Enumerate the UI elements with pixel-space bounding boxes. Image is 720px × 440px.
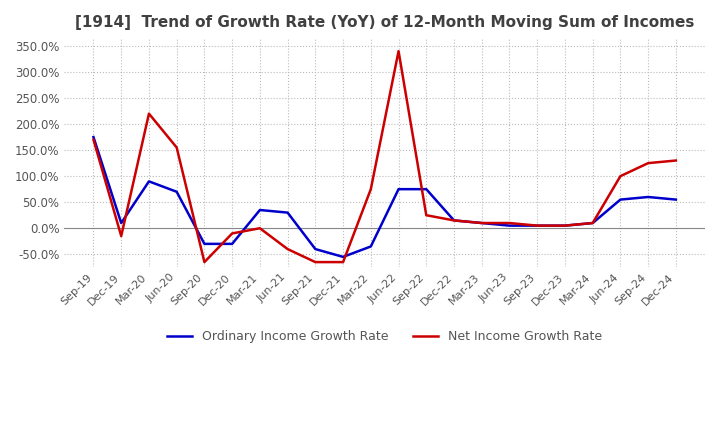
Ordinary Income Growth Rate xyxy=(339,254,348,260)
Ordinary Income Growth Rate xyxy=(616,197,625,202)
Net Income Growth Rate xyxy=(505,220,514,226)
Ordinary Income Growth Rate xyxy=(283,210,292,215)
Net Income Growth Rate xyxy=(533,223,541,228)
Ordinary Income Growth Rate xyxy=(477,220,486,226)
Ordinary Income Growth Rate xyxy=(533,223,541,228)
Ordinary Income Growth Rate xyxy=(561,223,570,228)
Ordinary Income Growth Rate xyxy=(172,189,181,194)
Net Income Growth Rate xyxy=(200,260,209,265)
Ordinary Income Growth Rate xyxy=(422,187,431,192)
Ordinary Income Growth Rate xyxy=(644,194,652,200)
Ordinary Income Growth Rate xyxy=(395,187,403,192)
Net Income Growth Rate xyxy=(117,233,125,238)
Ordinary Income Growth Rate xyxy=(450,218,459,223)
Net Income Growth Rate xyxy=(588,220,597,226)
Net Income Growth Rate xyxy=(89,137,98,142)
Net Income Growth Rate xyxy=(561,223,570,228)
Net Income Growth Rate xyxy=(477,220,486,226)
Ordinary Income Growth Rate xyxy=(89,135,98,140)
Net Income Growth Rate xyxy=(644,161,652,166)
Ordinary Income Growth Rate xyxy=(117,220,125,226)
Ordinary Income Growth Rate xyxy=(672,197,680,202)
Net Income Growth Rate xyxy=(422,213,431,218)
Ordinary Income Growth Rate xyxy=(588,220,597,226)
Ordinary Income Growth Rate xyxy=(505,223,514,228)
Line: Ordinary Income Growth Rate: Ordinary Income Growth Rate xyxy=(94,137,676,257)
Net Income Growth Rate xyxy=(672,158,680,163)
Net Income Growth Rate xyxy=(395,48,403,54)
Net Income Growth Rate xyxy=(256,226,264,231)
Ordinary Income Growth Rate xyxy=(311,246,320,252)
Net Income Growth Rate xyxy=(172,145,181,150)
Net Income Growth Rate xyxy=(366,187,375,192)
Net Income Growth Rate xyxy=(616,173,625,179)
Net Income Growth Rate xyxy=(339,260,348,265)
Ordinary Income Growth Rate xyxy=(256,207,264,213)
Ordinary Income Growth Rate xyxy=(366,244,375,249)
Ordinary Income Growth Rate xyxy=(145,179,153,184)
Net Income Growth Rate xyxy=(283,246,292,252)
Ordinary Income Growth Rate xyxy=(228,241,236,246)
Ordinary Income Growth Rate xyxy=(200,241,209,246)
Net Income Growth Rate xyxy=(228,231,236,236)
Net Income Growth Rate xyxy=(145,111,153,116)
Legend: Ordinary Income Growth Rate, Net Income Growth Rate: Ordinary Income Growth Rate, Net Income … xyxy=(162,325,608,348)
Line: Net Income Growth Rate: Net Income Growth Rate xyxy=(94,51,676,262)
Net Income Growth Rate xyxy=(450,218,459,223)
Net Income Growth Rate xyxy=(311,260,320,265)
Title: [1914]  Trend of Growth Rate (YoY) of 12-Month Moving Sum of Incomes: [1914] Trend of Growth Rate (YoY) of 12-… xyxy=(75,15,694,30)
